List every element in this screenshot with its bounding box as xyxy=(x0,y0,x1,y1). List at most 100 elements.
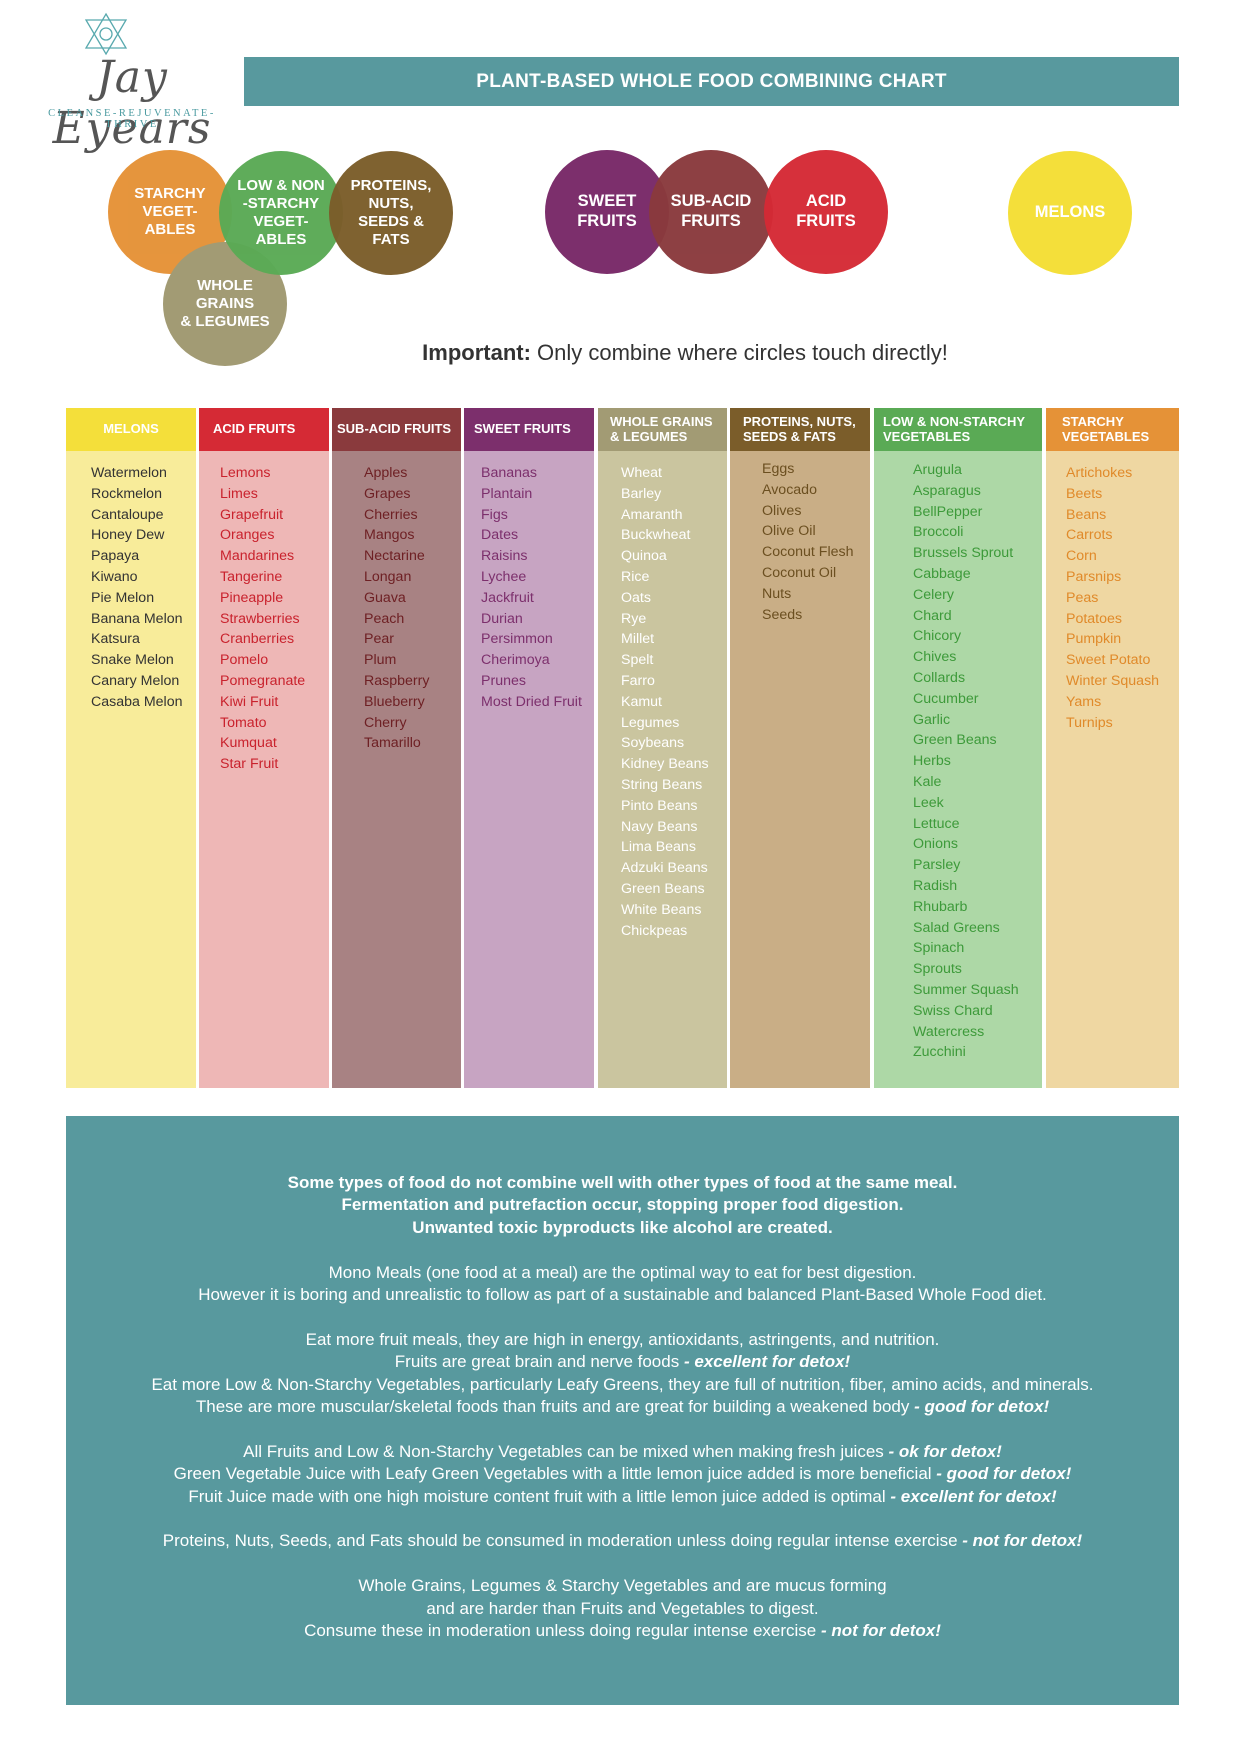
food-item: Lychee xyxy=(481,568,527,585)
column-header: MELONS xyxy=(66,408,196,451)
food-item: Nectarine xyxy=(364,548,425,565)
circle-acid-fruits: ACID FRUITS xyxy=(764,150,888,274)
food-item: Peach xyxy=(364,610,405,627)
food-item: Onions xyxy=(913,836,958,853)
food-item: Plantain xyxy=(481,485,533,502)
food-item: Durian xyxy=(481,610,523,627)
food-item: Summer Squash xyxy=(913,981,1019,998)
info-line-text: Eat more Low & Non-Starchy Vegetables, p… xyxy=(151,1374,1094,1394)
food-item: Herbs xyxy=(913,753,951,770)
food-item: Oats xyxy=(621,589,651,606)
food-item: Apples xyxy=(364,465,408,481)
food-item: Kale xyxy=(913,773,942,790)
food-item: Green Beans xyxy=(621,880,705,897)
food-item: Tangerine xyxy=(220,568,283,585)
column-sweet-fruits: SWEET FRUITS Bananas Plantain Figs Dates Rai… xyxy=(464,408,594,1088)
item-list: Wheat Barley Amaranth Buckwheat Quinoa Rice Oa… xyxy=(621,463,727,941)
info-line-text: All Fruits and Low & Non-Starchy Vegetab… xyxy=(243,1441,889,1461)
important-note: Important: Only combine where circles to… xyxy=(0,340,1240,366)
info-panel: Some types of food do not combine well w… xyxy=(66,1116,1179,1705)
column-low-non-starchy-vegetables: LOW & NON-STARCHY VEGETABLES Arugula Aspa… xyxy=(874,408,1042,1088)
info-line-text: Fruit Juice made with one high moisture … xyxy=(188,1486,891,1506)
food-item: Raisins xyxy=(481,548,528,565)
item-list: Watermelon Rockmelon Cantaloupe Honey Dew Pa… xyxy=(91,463,196,713)
food-item: Asparagus xyxy=(913,482,981,499)
food-item: Lemons xyxy=(220,465,271,481)
food-item: Rhubarb xyxy=(913,898,968,915)
food-item: Spinach xyxy=(913,940,965,957)
food-item: Katsura xyxy=(91,631,140,648)
food-item: Yams xyxy=(1066,693,1102,710)
food-item: Artichokes xyxy=(1066,465,1133,481)
detox-rating: - excellent for detox! xyxy=(683,1352,851,1372)
info-line: Some types of food do not combine well w… xyxy=(287,1173,958,1192)
column-header: SWEET FRUITS xyxy=(464,408,594,451)
detox-rating: - not for detox! xyxy=(962,1531,1083,1551)
food-item: Dates xyxy=(481,527,519,544)
food-item: Plum xyxy=(364,652,397,669)
food-item: Snake Melon xyxy=(91,652,174,669)
food-item: Lettuce xyxy=(913,815,960,832)
info-line: Fermentation and putrefaction occur, sto… xyxy=(341,1195,904,1215)
food-item: Star Fruit xyxy=(220,756,279,773)
food-item: Potatoes xyxy=(1066,610,1123,627)
info-line: Whole Grains, Legumes & Starchy Vegetabl… xyxy=(66,1575,1179,1597)
food-item: Zucchini xyxy=(913,1044,966,1061)
food-item: Bananas xyxy=(481,465,538,481)
food-item: Cantaloupe xyxy=(91,506,164,523)
info-line: and are harder than Fruits and Vegetable… xyxy=(66,1598,1179,1620)
food-item: Kamut xyxy=(621,693,663,710)
info-line: Proteins, Nuts, Seeds, and Fats should b… xyxy=(66,1530,1179,1552)
food-item: Blueberry xyxy=(364,693,425,710)
food-item: Barley xyxy=(621,485,662,502)
info-paragraph-juices: All Fruits and Low & Non-Starchy Vegetab… xyxy=(66,1441,1179,1508)
important-label: Important: xyxy=(422,340,531,365)
food-item: Pineapple xyxy=(220,589,284,606)
food-item: Rockmelon xyxy=(91,485,162,502)
food-item: Nuts xyxy=(762,585,792,602)
circle-sub-acid-fruits: SUB-ACID FRUITS xyxy=(649,150,773,274)
food-item: Limes xyxy=(220,485,258,502)
food-item: Guava xyxy=(364,589,406,606)
food-item: Raspberry xyxy=(364,672,430,689)
info-line: However it is boring and unrealistic to … xyxy=(198,1285,1047,1305)
detox-rating: - good for detox! xyxy=(936,1464,1072,1484)
food-item: Coconut Oil xyxy=(762,564,837,581)
food-item: Kiwano xyxy=(91,568,138,585)
column-header: STARCHY VEGETABLES xyxy=(1046,408,1179,451)
column-header: SUB-ACID FRUITS xyxy=(332,408,461,451)
info-paragraph-mono-meals: Mono Meals (one food at a meal) are the … xyxy=(66,1262,1179,1307)
info-line-text: and are harder than Fruits and Vegetable… xyxy=(426,1598,819,1618)
food-item: Papaya xyxy=(91,548,140,565)
food-item: Radish xyxy=(913,877,958,894)
food-item: Longan xyxy=(364,568,412,585)
circle-low-non-starchy-vegetables: LOW & NON -STARCHY VEGET- ABLES xyxy=(219,151,343,275)
item-list: Lemons Limes Grapefruit Oranges Mandarines Ta… xyxy=(220,463,329,775)
column-acid-fruits: ACID FRUITS Lemons Limes Grapefruit Oranges… xyxy=(199,408,329,1088)
column-header: PROTEINS, NUTS, SEEDS & FATS xyxy=(730,408,870,451)
food-item: Kiwi Fruit xyxy=(220,693,279,710)
column-proteins-nuts-seeds-fats: PROTEINS, NUTS, SEEDS & FATS Eggs Avocado… xyxy=(730,408,870,1088)
food-item: Watercress xyxy=(913,1023,985,1040)
info-line: All Fruits and Low & Non-Starchy Vegetab… xyxy=(66,1441,1179,1463)
food-item: Parsley xyxy=(913,857,961,874)
food-item: Parsnips xyxy=(1066,568,1122,585)
food-item: String Beans xyxy=(621,776,703,793)
food-item: Coconut Flesh xyxy=(762,544,854,561)
food-item: Beets xyxy=(1066,485,1103,502)
food-item: Rice xyxy=(621,568,650,585)
food-item: Chard xyxy=(913,607,952,624)
food-item: Turnips xyxy=(1066,714,1113,731)
info-line-text: Proteins, Nuts, Seeds, and Fats should b… xyxy=(162,1531,963,1551)
detox-rating: - excellent for detox! xyxy=(890,1486,1057,1506)
food-item: Tamarillo xyxy=(364,735,421,752)
food-item: Pomegranate xyxy=(220,672,306,689)
item-list: Artichokes Beets Beans Carrots Corn Parsnips P… xyxy=(1066,463,1179,733)
food-item: Corn xyxy=(1066,548,1097,565)
food-item: Jackfruit xyxy=(481,589,534,606)
food-item: Farro xyxy=(621,672,655,689)
food-item: Beans xyxy=(1066,506,1107,523)
food-item: Honey Dew xyxy=(91,527,165,544)
food-item: Oranges xyxy=(220,527,275,544)
food-item: Grapes xyxy=(364,485,411,502)
